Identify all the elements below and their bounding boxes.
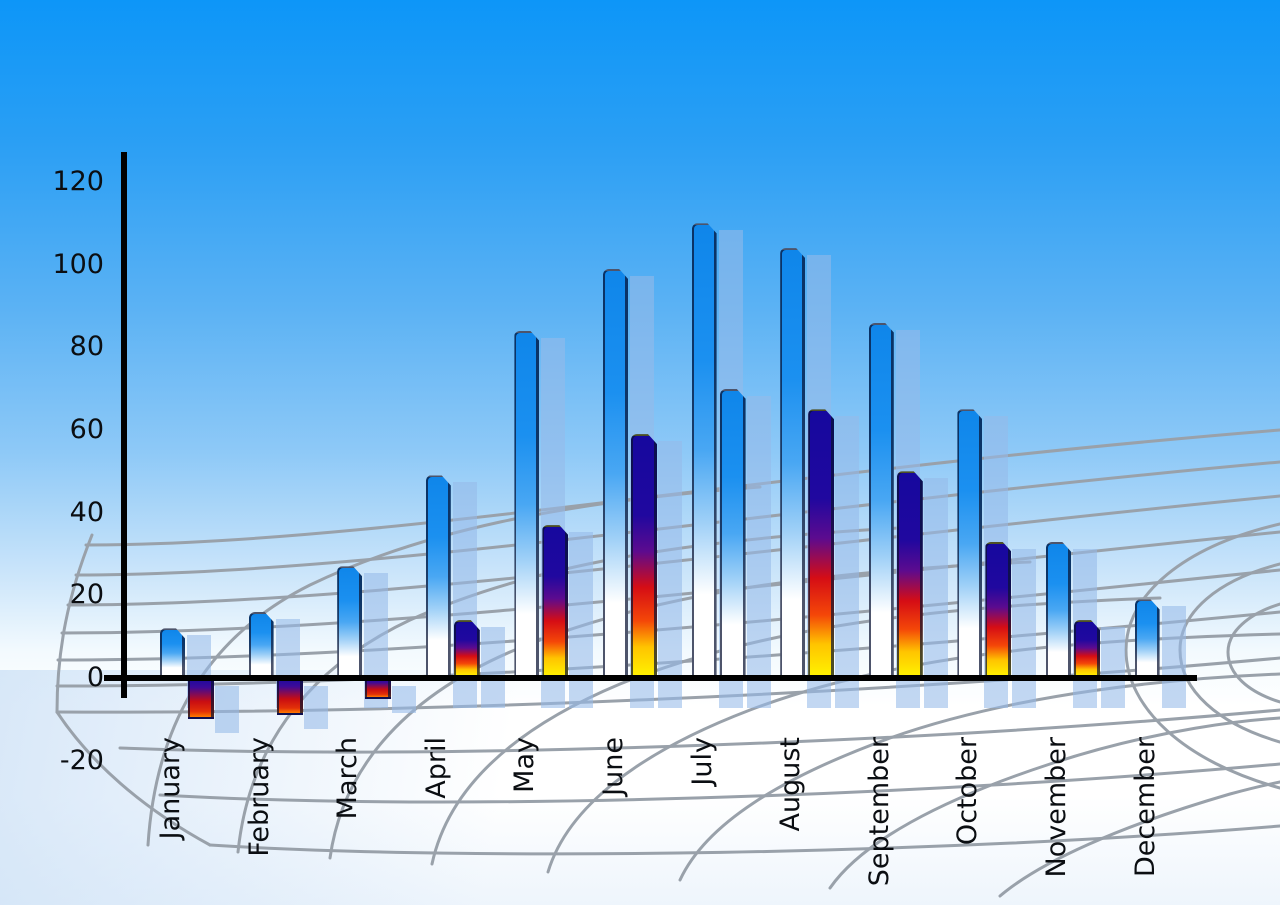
bar-shadow bbox=[1101, 627, 1125, 708]
y-axis-tick-label: 120 bbox=[52, 166, 104, 198]
bar-june-secondary bbox=[631, 434, 657, 678]
y-axis-tick-label: 80 bbox=[69, 331, 104, 363]
bar-october-secondary bbox=[985, 542, 1011, 678]
x-axis-label-december: December bbox=[1129, 737, 1161, 878]
bar-shadow bbox=[303, 686, 328, 730]
x-axis-label-text: October bbox=[952, 737, 984, 846]
bar-shadow bbox=[1012, 548, 1037, 708]
bar-shadow bbox=[480, 627, 505, 708]
x-axis-label-july: July bbox=[686, 737, 718, 877]
bar-february-primary bbox=[249, 612, 274, 678]
x-axis-label-text: April bbox=[420, 737, 452, 799]
bar-september-primary bbox=[869, 323, 894, 678]
x-axis-label-text: March bbox=[332, 737, 364, 820]
bar-january-secondary bbox=[188, 678, 214, 720]
x-axis-label-november: November bbox=[1041, 737, 1072, 878]
bar-shadow bbox=[1161, 606, 1186, 708]
x-axis-label-september: September bbox=[864, 737, 895, 886]
y-axis-tick-label: -20 bbox=[59, 744, 104, 776]
x-axis-label-march: March bbox=[332, 737, 364, 877]
bar-march-secondary bbox=[365, 678, 392, 699]
y-axis-tick-label: 20 bbox=[69, 579, 104, 611]
x-axis-label-october: October bbox=[952, 737, 984, 877]
x-axis-label-april: April bbox=[420, 737, 452, 877]
x-axis-label-text: September bbox=[863, 737, 895, 887]
y-axis-tick-label: 40 bbox=[69, 496, 104, 528]
x-axis-label-may: May bbox=[509, 737, 541, 877]
grid-line bbox=[1226, 602, 1280, 704]
bar-may-primary bbox=[514, 331, 539, 678]
grid-line bbox=[998, 780, 1280, 898]
bar-shadow bbox=[746, 395, 771, 708]
y-axis-tick-label: 100 bbox=[52, 248, 104, 280]
x-axis-label-text: January bbox=[155, 737, 186, 840]
bar-shadow bbox=[923, 478, 948, 708]
grid-line bbox=[55, 710, 212, 847]
x-axis-label-text: December bbox=[1129, 737, 1161, 878]
bar-shadow bbox=[392, 686, 417, 713]
bar-may-secondary bbox=[542, 525, 568, 678]
y-axis-tick-label: 60 bbox=[69, 414, 104, 446]
bar-shadow bbox=[215, 686, 239, 734]
bar-june-primary bbox=[603, 269, 628, 678]
grid-line bbox=[208, 824, 1280, 856]
y-axis-tick-label: 0 bbox=[86, 662, 104, 693]
x-axis-label-text: August bbox=[775, 737, 807, 832]
bar-december-primary bbox=[1135, 599, 1160, 678]
bar-july-primary bbox=[692, 223, 717, 678]
x-axis-label-text: July bbox=[686, 737, 718, 786]
x-axis-label-text: June bbox=[598, 737, 629, 796]
x-axis-label-text: February bbox=[243, 737, 275, 857]
x-axis-label-february: February bbox=[243, 737, 275, 877]
bar-march-primary bbox=[337, 566, 362, 678]
grid-line bbox=[1124, 522, 1280, 790]
grid-line bbox=[158, 762, 1280, 804]
bar-february-secondary bbox=[276, 678, 303, 716]
x-axis-line bbox=[104, 675, 1197, 681]
x-axis-label-june: June bbox=[598, 737, 629, 877]
bar-october-primary bbox=[957, 409, 982, 678]
x-axis-label-text: November bbox=[1041, 737, 1072, 878]
grid-line bbox=[55, 533, 94, 714]
y-axis-line bbox=[121, 152, 127, 698]
x-axis-label-august: August bbox=[775, 737, 807, 877]
bar-july-secondary bbox=[720, 389, 746, 678]
bar-april-primary bbox=[426, 475, 451, 678]
bar-august-primary bbox=[780, 248, 805, 678]
bar-april-secondary bbox=[454, 620, 480, 678]
x-axis-label-text: May bbox=[509, 737, 541, 793]
x-axis-label-january: January bbox=[155, 737, 186, 877]
bar-shadow bbox=[658, 441, 682, 708]
grid-line bbox=[146, 485, 762, 847]
bar-shadow bbox=[835, 416, 860, 708]
